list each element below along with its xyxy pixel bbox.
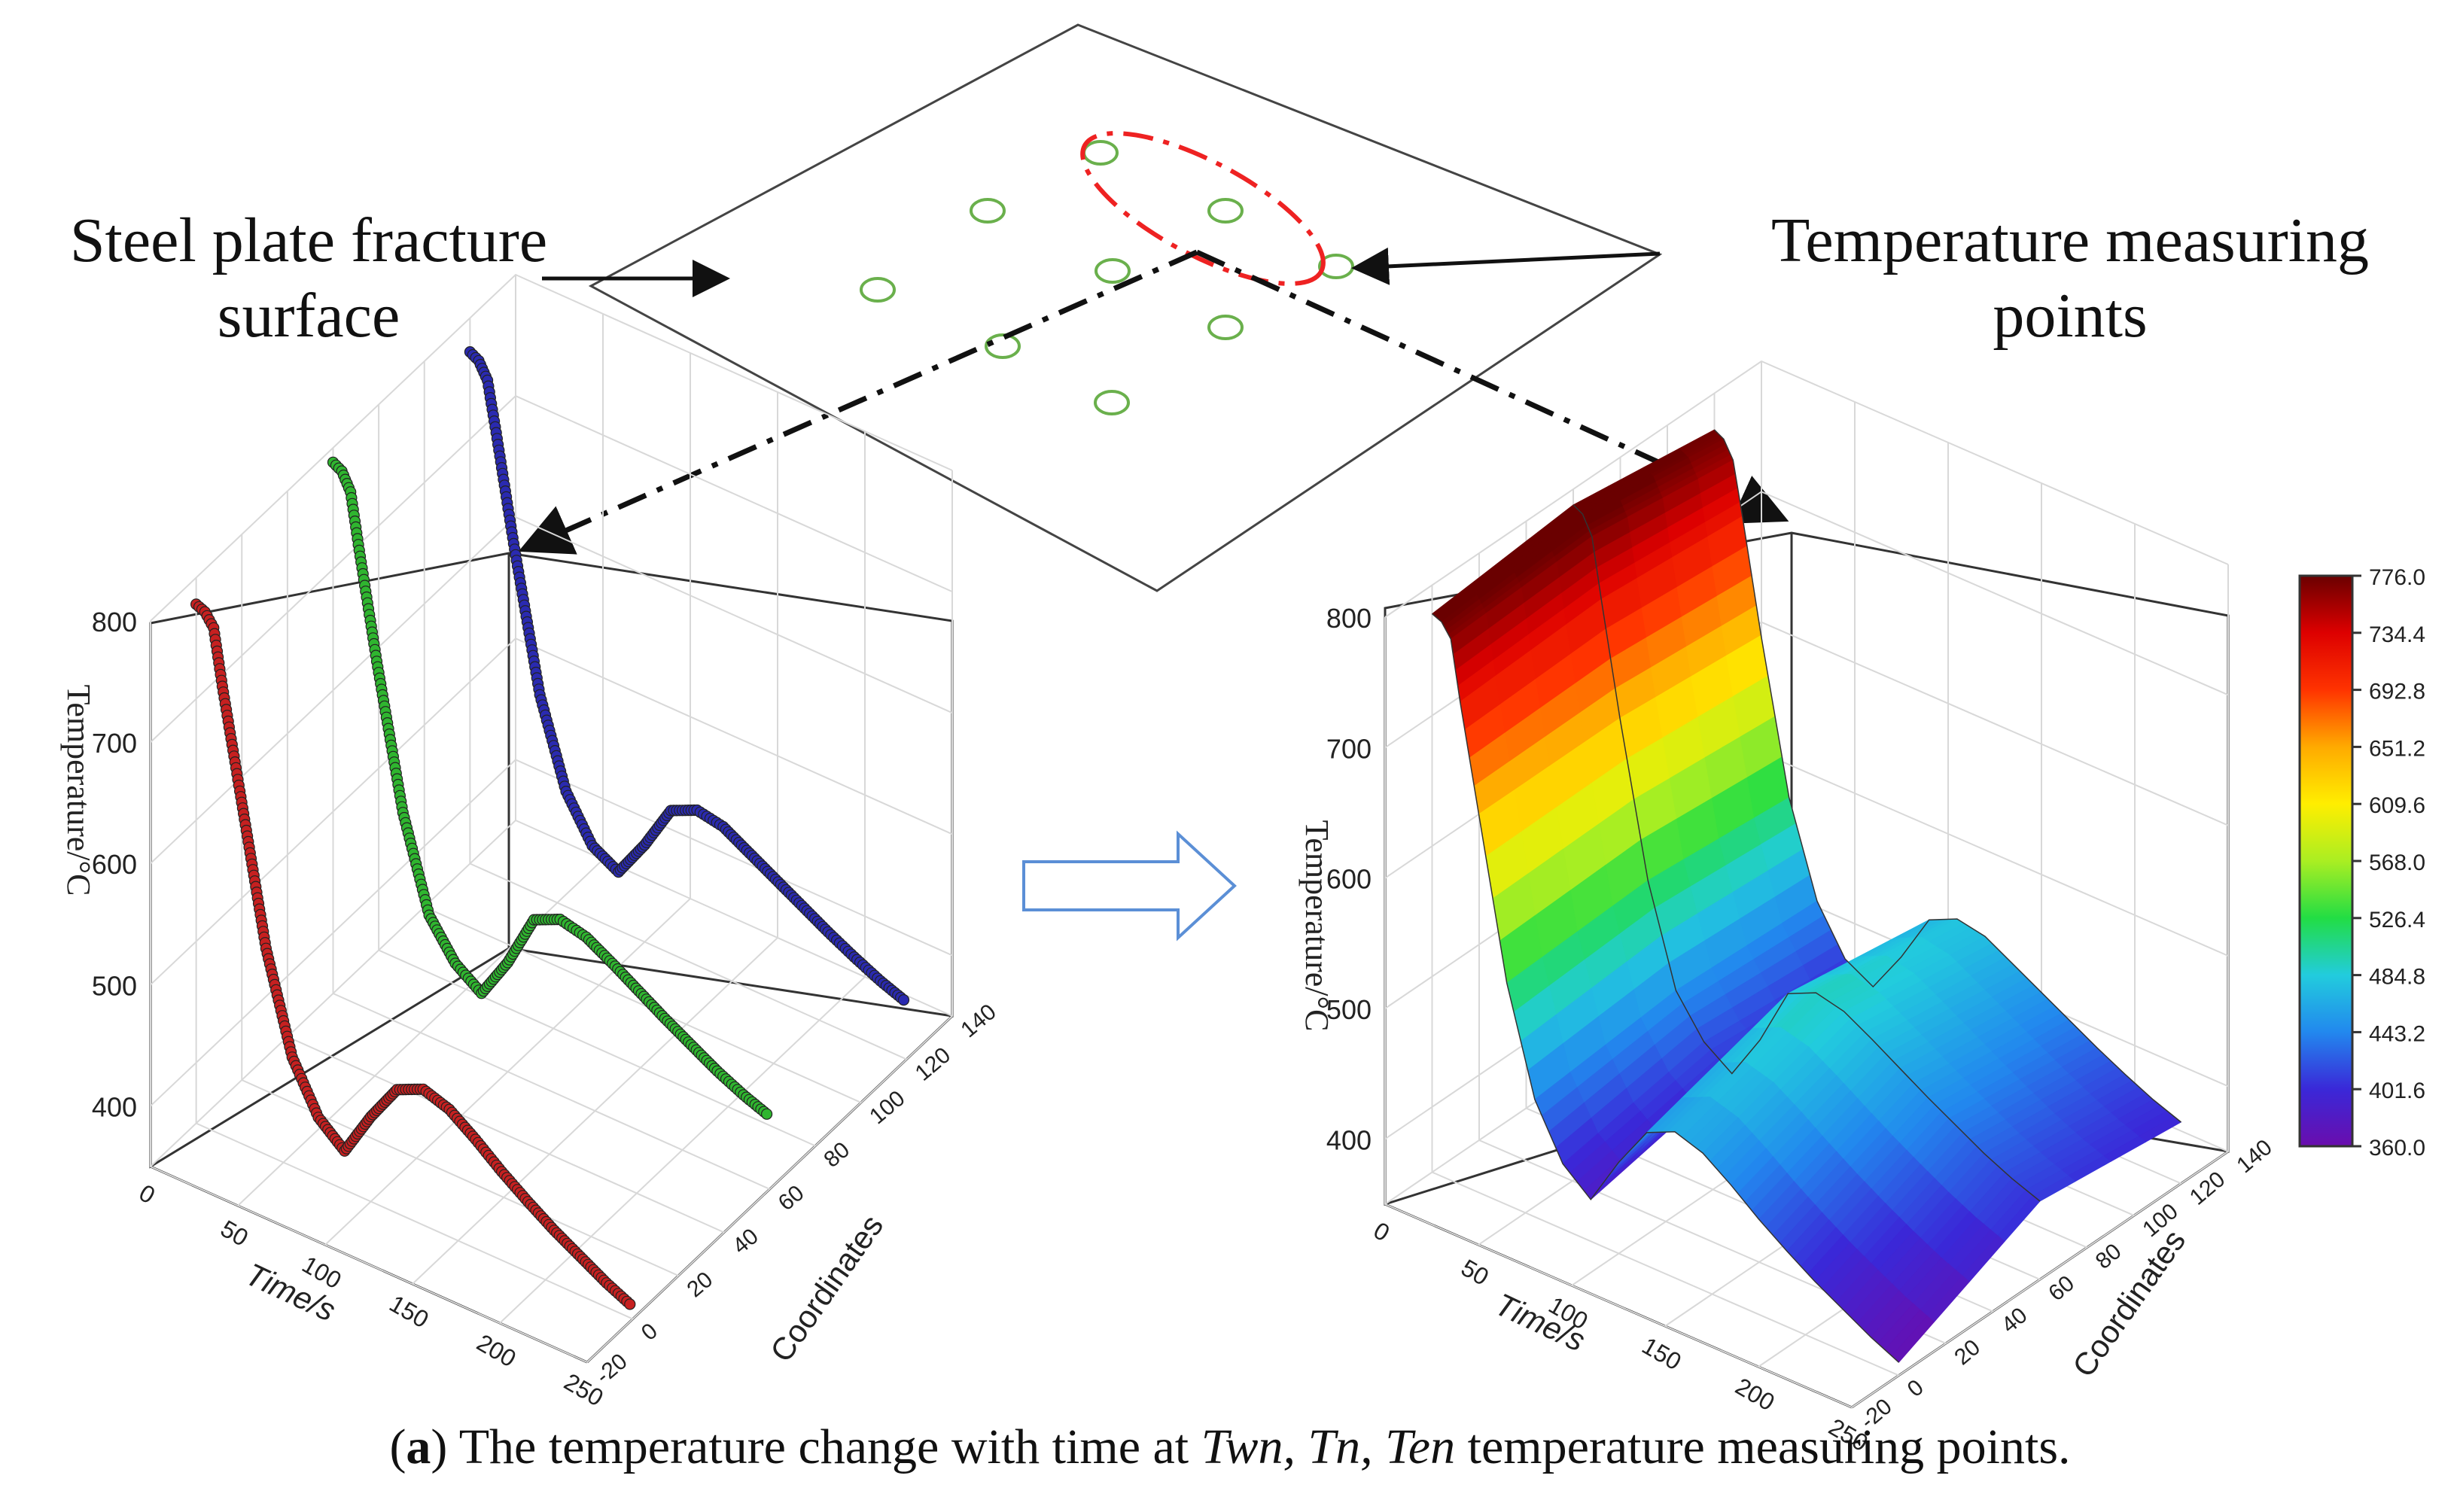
right-x-tick-label: 50: [1457, 1254, 1493, 1291]
left-y-tick-label: 80: [819, 1137, 854, 1173]
measuring-point: [860, 277, 896, 303]
left-z-tick-label: 800: [92, 607, 137, 637]
left-y-gridline: [150, 621, 588, 1363]
series-Tn-point: [760, 1108, 773, 1120]
surface-mesh-line: [1432, 613, 1900, 1363]
highlight-ellipse: [1080, 131, 1326, 286]
left-x-tick-label: 200: [472, 1329, 520, 1373]
flow-arrow: [1022, 830, 1237, 942]
colorbar-tick-label: 526.4: [2369, 908, 2425, 932]
colorbar-tick-label: 776.0: [2369, 565, 2425, 590]
right-x-tick-label: 150: [1637, 1332, 1685, 1376]
projection-arrow-left: [518, 249, 1198, 555]
steel-plate-outline: [588, 23, 1663, 592]
colorbar-tick-label: 692.8: [2369, 680, 2425, 704]
left-x-tick-label: 0: [135, 1179, 160, 1209]
right-x-tick-label: 0: [1369, 1216, 1394, 1246]
left-x-tick-label: 50: [216, 1215, 253, 1252]
left-x-tick-label: 150: [385, 1290, 433, 1334]
fracture-surface-label-line1: Steel plate fracture: [69, 205, 548, 275]
right-y-tick-label: 80: [2091, 1239, 2127, 1274]
caption-text: ) The temperature change with time at: [431, 1419, 1201, 1474]
left-y-tick-label: 0: [637, 1319, 662, 1346]
caption-rest: temperature measuring points.: [1455, 1419, 2071, 1474]
right-y-gridline: [1384, 617, 1853, 1408]
left-z-tick-label: 700: [92, 728, 137, 759]
caption-letter: a: [406, 1419, 431, 1474]
left-y-gridline: [515, 275, 953, 1017]
right-y-tick-label: 120: [2185, 1167, 2230, 1209]
right-z-tick-label: 400: [1326, 1124, 1372, 1155]
series-Ten-point: [897, 993, 910, 1006]
caption-points: Twn, Tn, Ten: [1201, 1419, 1456, 1474]
colorbar: [2298, 574, 2354, 1148]
measuring-points-label-line1: Temperature measuring: [1770, 205, 2370, 275]
measuring-point: [1095, 258, 1131, 284]
left-y-gridline: [332, 448, 770, 1190]
measuring-point: [1207, 315, 1244, 340]
left-series: [190, 346, 910, 1310]
colorbar-ticks: 776.0 734.4 692.8 651.2 609.6 568.0 526.4 484.8…: [2352, 565, 2425, 1161]
right-y-tick-label: 60: [2044, 1271, 2079, 1307]
right-y-tick-label: 20: [1950, 1335, 1985, 1371]
scatter-chart: 400500600700800050100150200250-200204060…: [60, 273, 1001, 1411]
surface-chart: 400500600700800050100150200250-200204060…: [1299, 360, 2425, 1456]
colorbar-tick-label: 360.0: [2369, 1136, 2425, 1161]
measuring-point: [1094, 390, 1130, 415]
right-y-tick-label: 40: [1997, 1303, 2032, 1338]
measuring-point: [970, 198, 1006, 224]
left-z-tick-label: 600: [92, 849, 137, 880]
right-z-tick-label: 500: [1326, 994, 1372, 1025]
right-y-tick-label: 0: [1903, 1375, 1929, 1402]
left-y-gridline: [195, 577, 634, 1320]
measuring-point: [1082, 140, 1119, 166]
measuring-points-arrow: [1351, 247, 1661, 285]
colorbar-tick-label: 609.6: [2369, 793, 2425, 818]
right-x-axis-label: Time/s: [1490, 1286, 1591, 1358]
series-Twn-point: [624, 1298, 636, 1310]
left-z-tick-label: 400: [92, 1091, 137, 1122]
temperature-surface: [1431, 429, 2182, 1363]
colorbar-tick-label: 484.8: [2369, 965, 2425, 990]
left-z-axis-label: Temperature/°C: [60, 685, 97, 896]
measuring-point: [1207, 198, 1244, 224]
caption-open: (: [389, 1419, 406, 1474]
left-y-tick-label: 60: [774, 1181, 809, 1216]
colorbar-tick-label: 401.6: [2369, 1078, 2425, 1103]
left-y-tick-label: 40: [728, 1224, 763, 1259]
right-y-tick-label: 140: [2232, 1135, 2277, 1178]
fracture-surface-label: Steel plate fracture surface: [15, 203, 602, 354]
colorbar-tick-label: 734.4: [2369, 622, 2425, 647]
colorbar-tick-label: 568.0: [2369, 850, 2425, 875]
right-z-tick-label: 800: [1326, 603, 1372, 634]
colorbar-tick-label: 443.2: [2369, 1021, 2425, 1046]
surface-mesh-line: [1713, 429, 2181, 1123]
measuring-point: [985, 333, 1021, 359]
left-y-axis-label: Coordinates: [763, 1208, 890, 1367]
measuring-points: [860, 140, 1354, 415]
left-y-gridline: [378, 404, 816, 1147]
right-x-tick-label: 200: [1731, 1373, 1779, 1416]
projection-arrow-right: [1195, 249, 1789, 524]
colorbar-tick-label: 651.2: [2369, 736, 2425, 761]
fracture-surface-label-line2: surface: [217, 281, 400, 351]
figure-caption: (a) The temperature change with time at …: [0, 1419, 2460, 1476]
left-y-tick-label: 20: [683, 1267, 718, 1303]
right-z-axis-label: Temperature/°C: [1299, 820, 1335, 1032]
right-y-axis-label: Coordinates: [2066, 1223, 2192, 1383]
measuring-points-label: Temperature measuring points: [1694, 203, 2446, 354]
left-y-tick-label: 140: [956, 999, 1001, 1042]
measuring-points-label-line2: points: [1993, 281, 2148, 351]
plate-diagram: [518, 23, 1789, 592]
right-z-tick-label: 600: [1326, 864, 1372, 895]
right-y-gridline: [1431, 585, 1899, 1377]
right-z-tick-label: 700: [1326, 733, 1372, 764]
left-z-tick-label: 500: [92, 970, 137, 1001]
surface-mesh-line: [1573, 504, 2041, 1202]
left-y-gridline: [469, 318, 907, 1060]
